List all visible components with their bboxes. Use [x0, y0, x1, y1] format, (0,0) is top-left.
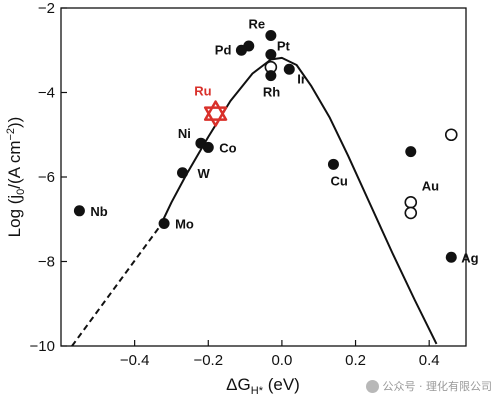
point-label-re: Re: [249, 16, 266, 31]
data-point: [265, 29, 277, 41]
point-label-ni: Ni: [178, 126, 191, 141]
x-tick-label: 0.4: [419, 352, 440, 369]
x-tick-label: 0.2: [345, 352, 366, 369]
point-label-w: W: [198, 166, 211, 181]
x-tick-label: −0.4: [120, 352, 150, 369]
point-label-cu: Cu: [330, 173, 347, 188]
point-label-nb: Nb: [90, 204, 107, 219]
data-point: [405, 146, 417, 158]
point-label-rh: Rh: [263, 85, 280, 100]
data-point: [327, 158, 339, 170]
volcano-curve-dashed: [71, 225, 162, 347]
y-tick-label: −4: [38, 85, 55, 102]
watermark: 公众号 · 理化有限公司: [365, 378, 493, 394]
watermark-text: 公众号 · 理化有限公司: [382, 380, 493, 393]
data-point: [235, 44, 247, 56]
x-tick-label: 0.0: [271, 352, 292, 369]
star-marker: [203, 100, 228, 121]
wechat-icon: [365, 379, 379, 393]
data-point: [73, 205, 85, 217]
x-tick-label: −0.2: [193, 352, 223, 369]
point-label-ru: Ru: [194, 84, 211, 99]
data-point: [265, 48, 277, 60]
y-tick-label: −6: [38, 169, 55, 186]
point-label-au: Au: [422, 178, 439, 193]
data-point: [202, 141, 214, 153]
data-point: [445, 251, 457, 263]
plot-frame: [60, 7, 467, 347]
y-tick-label: −10: [30, 338, 55, 355]
point-label-mo: Mo: [175, 216, 194, 231]
y-tick-label: −8: [38, 254, 55, 271]
y-axis-title: Log (j0/(A cm−2)): [5, 117, 27, 238]
data-point: [177, 167, 188, 179]
star-marker: [203, 106, 228, 127]
point-label-pt: Pt: [277, 38, 291, 53]
open-point: [404, 206, 418, 220]
data-point: [283, 63, 295, 75]
y-tick-label: −2: [38, 0, 55, 17]
volcano-curve-solid: [159, 56, 438, 345]
open-point: [444, 128, 458, 142]
point-label-co: Co: [219, 140, 236, 155]
data-point: [265, 70, 277, 82]
open-point: [404, 196, 418, 209]
x-axis-title: ΔGH* (eV): [226, 375, 300, 397]
point-label-ir: Ir: [297, 71, 306, 86]
data-point: [158, 217, 170, 229]
point-label-ag: Ag: [461, 250, 478, 265]
point-label-pd: Pd: [215, 42, 232, 57]
